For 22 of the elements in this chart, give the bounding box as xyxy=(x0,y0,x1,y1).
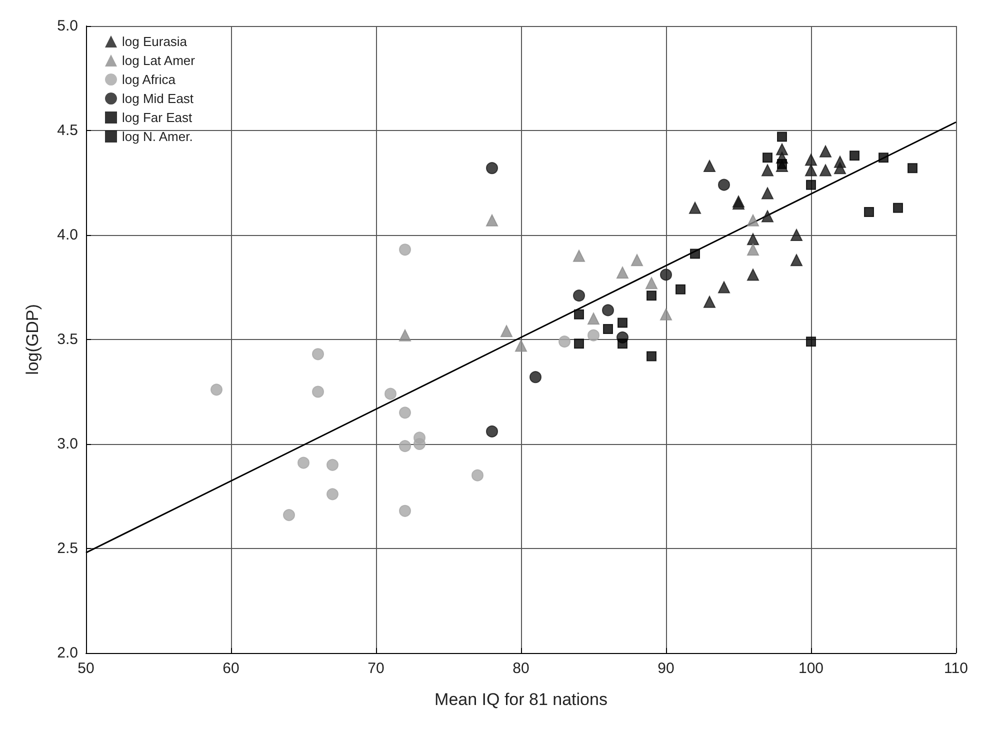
x-axis-title: Mean IQ for 81 nations xyxy=(434,690,608,709)
y-tick-label: 3.0 xyxy=(57,436,78,452)
y-axis-title: log(GDP) xyxy=(23,304,42,375)
x-tick-label: 50 xyxy=(78,660,94,677)
legend-label: log Mid East xyxy=(122,91,194,106)
y-tick-label: 5.0 xyxy=(57,18,78,34)
y-tick-label: 2.0 xyxy=(57,644,78,662)
legend-label: log Eurasia xyxy=(122,34,188,49)
legend-label: log Africa xyxy=(122,72,176,87)
y-tick-label: 2.5 xyxy=(57,540,78,557)
x-tick-label: 80 xyxy=(512,660,530,677)
legend-label: log Lat Amer xyxy=(122,53,196,68)
y-tick-label: 4.0 xyxy=(57,226,78,244)
x-tick-label: 60 xyxy=(222,660,240,677)
x-tick-label: 110 xyxy=(944,660,968,677)
x-tick-label: 100 xyxy=(798,660,824,677)
legend-label: log Far East xyxy=(122,110,192,125)
legend-label: log N. Amer. xyxy=(122,129,193,144)
y-tick-label: 3.5 xyxy=(57,331,78,348)
x-tick-label: 90 xyxy=(658,660,674,677)
y-tick-label: 4.5 xyxy=(57,122,78,139)
x-tick-label: 70 xyxy=(368,660,384,677)
